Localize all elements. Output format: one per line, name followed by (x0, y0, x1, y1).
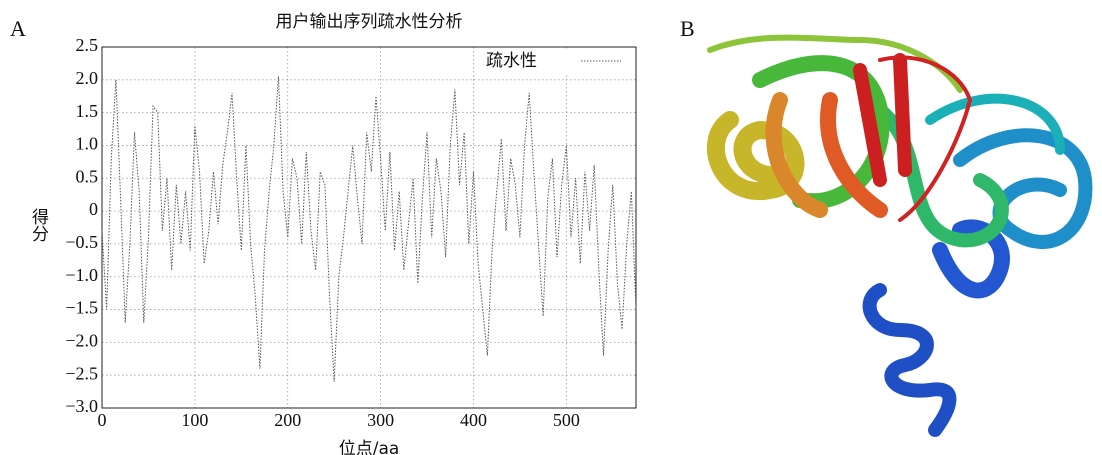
x-tick-label: 400 (460, 410, 487, 430)
y-tick-label: −2.0 (65, 330, 98, 350)
plot-frame (101, 46, 637, 409)
y-tick-label: −1.0 (65, 265, 98, 285)
x-tick-label: 200 (274, 410, 301, 430)
ribbon (706, 111, 805, 201)
ribbon (932, 219, 1010, 299)
data-line (101, 76, 637, 382)
x-tick-label: 300 (367, 410, 394, 430)
x-tick-label: 100 (181, 410, 208, 430)
ribbon (765, 92, 828, 218)
y-axis-label: 得分 (28, 208, 49, 242)
y-tick-label: 2.5 (76, 35, 99, 55)
ribbon (862, 283, 957, 437)
y-tick-label: 1.0 (76, 134, 99, 154)
panel-label: B (680, 16, 695, 41)
ribbon (853, 53, 912, 187)
y-tick-label: 2.0 (76, 68, 99, 88)
y-tick-label: −1.5 (65, 298, 98, 318)
ribbon (752, 55, 890, 210)
y-tick-label: −0.5 (65, 232, 98, 252)
legend-label: 疏水性 (486, 51, 537, 71)
ribbon (820, 92, 888, 218)
chart-title: 用户输出序列疏水性分析 (276, 12, 463, 32)
panel-label: A (10, 16, 26, 41)
y-tick-label: −3.0 (65, 396, 98, 416)
ribbon (925, 93, 1065, 155)
protein-structure (706, 34, 1093, 437)
y-tick-label: 0 (89, 199, 98, 219)
x-tick-label: 0 (98, 410, 107, 430)
y-tick-label: 0.5 (76, 166, 99, 186)
y-tick-label: −2.5 (65, 363, 98, 383)
x-tick-label: 500 (553, 410, 580, 430)
ribbon (878, 55, 973, 222)
y-tick-label: 1.5 (76, 101, 99, 121)
x-axis-label: 位点/aa (339, 439, 400, 455)
